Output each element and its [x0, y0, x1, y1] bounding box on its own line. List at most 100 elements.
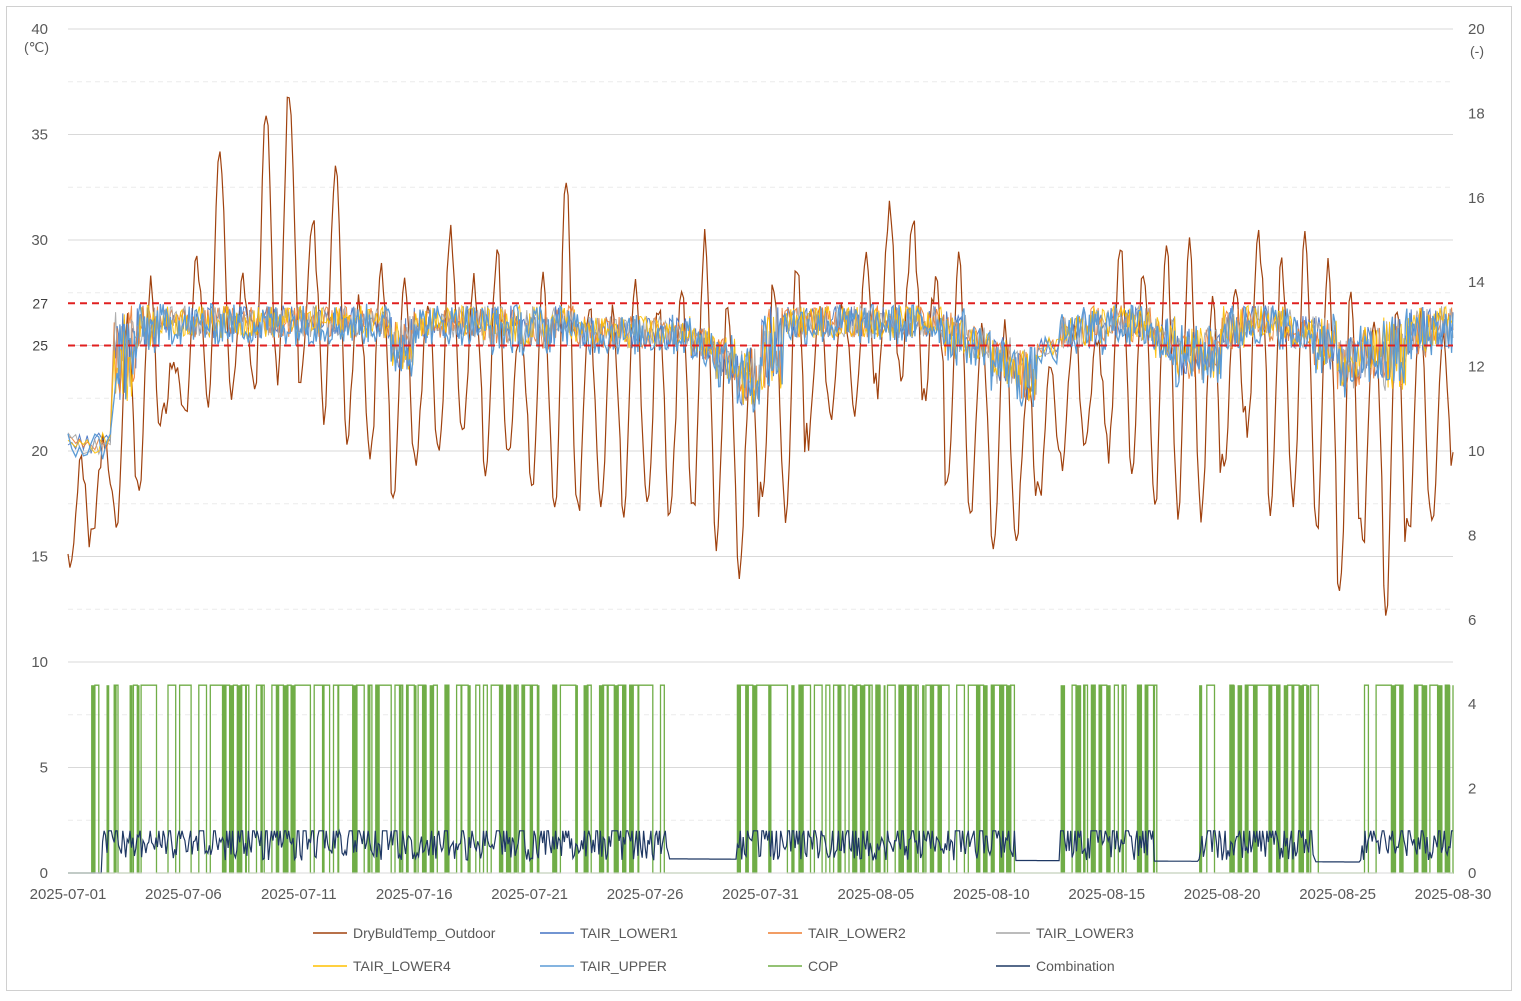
y-right-tick-label: 4: [1468, 696, 1476, 713]
x-tick-label: 2025-08-05: [838, 886, 915, 903]
cop-band: [514, 685, 518, 874]
y-right-tick-label: 20: [1468, 21, 1485, 38]
y-right-tick-label: 2: [1468, 781, 1476, 798]
cop-band: [521, 685, 526, 874]
x-tick-label: 2025-08-25: [1299, 886, 1376, 903]
cop-band: [1399, 685, 1404, 874]
y-left-tick-label: 30: [31, 232, 48, 249]
cop-band: [291, 685, 296, 874]
cop-band: [999, 685, 1005, 874]
cop-band: [406, 685, 409, 874]
x-tick-label: 2025-08-30: [1415, 886, 1492, 903]
cop-band: [460, 685, 463, 874]
cop-band: [922, 685, 925, 874]
cop-band: [983, 685, 988, 874]
cop-band: [1099, 685, 1103, 874]
cop-band: [1122, 685, 1125, 874]
cop-band: [1422, 685, 1428, 874]
cop-band: [368, 685, 371, 874]
cop-band: [1137, 685, 1142, 874]
cop-band: [1229, 685, 1235, 874]
x-tick-label: 2025-07-16: [376, 886, 453, 903]
cop-band: [537, 685, 540, 874]
cop-band: [875, 685, 881, 874]
y-left-tick-label: 25: [32, 338, 48, 354]
cop-band: [283, 685, 289, 874]
y-left-tick-label: 27: [32, 295, 48, 311]
cop-band: [106, 685, 110, 874]
cop-band: [852, 685, 857, 874]
legend-label: TAIR_LOWER1: [580, 925, 678, 941]
cop-band: [860, 685, 866, 874]
x-tick-label: 2025-07-26: [607, 886, 684, 903]
cop-band: [260, 685, 263, 874]
cop-band: [1291, 685, 1295, 874]
cop-band: [1391, 685, 1397, 874]
cop-band: [1414, 685, 1419, 874]
cop-band: [629, 685, 634, 874]
cop-band: [914, 685, 918, 874]
x-tick-label: 2025-07-21: [491, 886, 568, 903]
cop-band: [229, 685, 234, 874]
x-tick-label: 2025-08-20: [1184, 886, 1261, 903]
gridlines: [68, 28, 1453, 874]
cop-band: [1006, 685, 1012, 874]
y-left-tick-label: 40: [31, 21, 48, 38]
cop-band: [398, 685, 402, 874]
cop-band: [1199, 685, 1203, 874]
y-right-tick-label: 14: [1468, 274, 1485, 291]
cop-band: [1145, 685, 1149, 874]
cop-band: [1437, 685, 1443, 874]
cop-series: [68, 684, 1454, 874]
x-tick-label: 2025-07-01: [30, 886, 107, 903]
legend-label: DryBuldTemp_Outdoor: [353, 925, 496, 941]
y-left-tick-label: 35: [31, 127, 48, 144]
cop-band: [129, 685, 133, 874]
legend-label: TAIR_UPPER: [580, 958, 667, 974]
cop-band: [1252, 685, 1258, 874]
y-right-tick-label: 6: [1468, 612, 1476, 629]
legend-label: COP: [808, 958, 838, 974]
cop-band: [337, 685, 340, 874]
cop-band: [975, 685, 981, 874]
y-right-tick-label: 0: [1468, 865, 1476, 882]
cop-band: [221, 685, 227, 874]
cop-band: [237, 685, 243, 874]
x-tick-label: 2025-07-31: [722, 886, 799, 903]
cop-band: [429, 685, 434, 874]
cop-band: [768, 685, 772, 874]
cop-band: [498, 685, 503, 874]
cop-band: [598, 685, 605, 874]
cop-band: [321, 685, 325, 874]
y-left-tick-label: 0: [40, 865, 48, 882]
y-left-tick-label: 15: [31, 549, 48, 566]
cop-band: [468, 685, 471, 874]
cop-band: [868, 685, 871, 874]
cop-band: [1152, 685, 1156, 874]
cop-band: [991, 685, 995, 874]
cop-band: [583, 685, 589, 874]
cop-band: [1268, 685, 1273, 874]
cop-band: [906, 685, 912, 874]
cop-band: [1306, 685, 1310, 874]
x-tick-label: 2025-08-15: [1068, 886, 1145, 903]
cop-band: [244, 685, 247, 874]
cop-band: [575, 685, 578, 874]
y-right-tick-label: 18: [1468, 105, 1485, 122]
legend-label: TAIR_LOWER3: [1036, 925, 1134, 941]
x-tick-label: 2025-08-10: [953, 886, 1030, 903]
cop-band: [1445, 685, 1451, 874]
legend: DryBuldTemp_Outdoor TAIR_LOWER1 TAIR_LOWER…: [313, 925, 1134, 974]
cop-band: [352, 685, 358, 874]
cop-band: [837, 685, 842, 874]
cop-band: [791, 685, 795, 874]
outdoor-temp-series: [67, 96, 1454, 616]
cop-band: [275, 685, 280, 874]
cop-band: [445, 685, 450, 874]
cop-band: [91, 685, 96, 874]
y-right-unit: (-): [1470, 43, 1484, 59]
tair-line: [67, 302, 1454, 460]
cop-band: [421, 685, 427, 874]
y-right-tick-label: 12: [1468, 359, 1485, 376]
